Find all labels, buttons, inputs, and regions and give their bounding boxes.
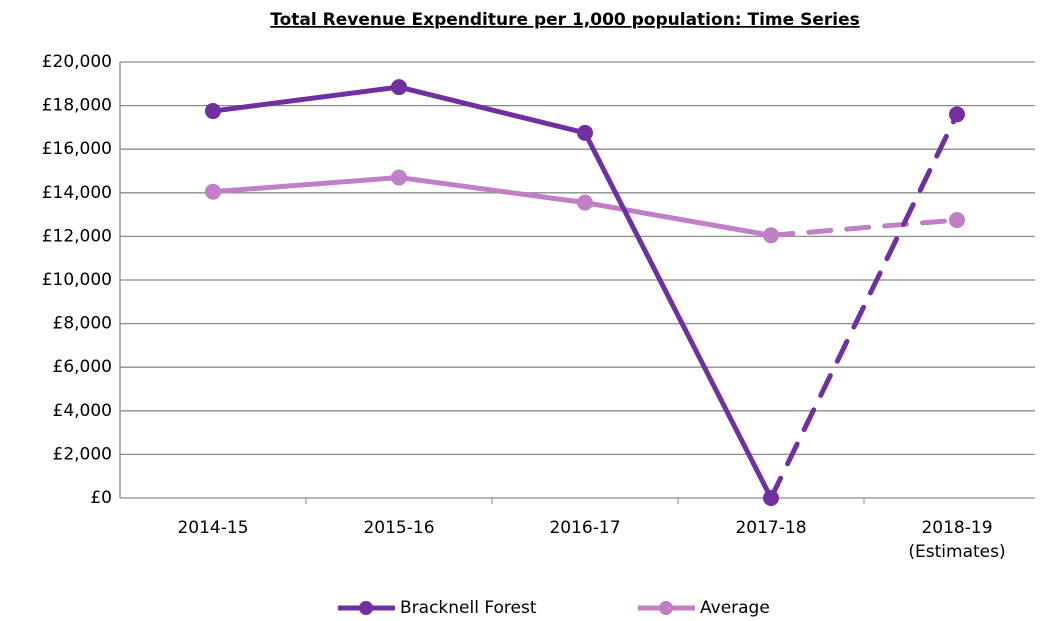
marker [763,227,779,244]
marker [205,103,221,120]
line-estimate [768,217,960,238]
line [210,84,774,501]
legend-label: Bracknell Forest [400,598,537,618]
marker [763,490,779,506]
y-tick-label: £4,000 [53,401,112,421]
y-tick-label: £8,000 [53,314,112,334]
legend-marker [659,601,673,615]
legend-marker [359,601,373,615]
x-tick-label: 2017-18 [735,518,806,538]
marker [391,79,407,96]
y-tick-label: £18,000 [42,96,112,116]
marker [391,169,407,186]
y-tick-label: £6,000 [53,357,112,377]
marker [577,194,593,211]
y-tick-label: £2,000 [53,444,112,464]
legend-label: Average [700,598,770,618]
x-tick-label: 2018-19 (Estimates) [908,518,1005,562]
y-tick-label: £14,000 [42,183,112,203]
line [210,175,774,238]
x-tick-label: 2014-15 [177,518,248,538]
marker [577,124,593,141]
marker [949,212,965,229]
marker [949,106,965,123]
y-tick-label: £12,000 [42,226,112,246]
chart-title: Total Revenue Expenditure per 1,000 popu… [270,10,859,30]
y-tick-label: £16,000 [42,139,112,159]
y-tick-label: £10,000 [42,270,112,290]
x-tick-label: 2015-16 [363,518,434,538]
y-tick-label: £0 [90,488,112,508]
y-tick-label: £20,000 [42,52,112,72]
line-estimate [768,111,960,501]
x-tick-label: 2016-17 [549,518,620,538]
marker [205,183,221,200]
